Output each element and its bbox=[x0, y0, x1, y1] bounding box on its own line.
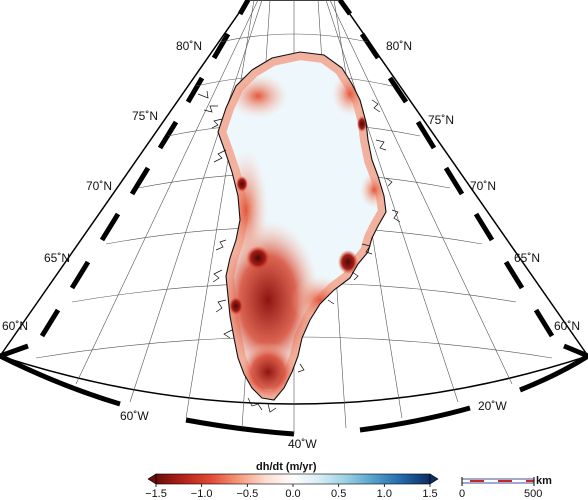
scale-bar-segment bbox=[470, 480, 484, 482]
colorbar-tick-label: −1.0 bbox=[191, 488, 213, 500]
scale-bar-segment bbox=[498, 480, 512, 482]
colorbar-tick-label: 1.0 bbox=[377, 488, 392, 500]
lat-label-right: 70˚N bbox=[470, 179, 496, 193]
lat-label-left: 75˚N bbox=[132, 109, 158, 123]
lat-labels-right: 80˚N 75˚N 70˚N 65˚N 60˚N bbox=[386, 39, 580, 333]
lat-label-left: 70˚N bbox=[86, 179, 112, 193]
colorbar-arrow-left bbox=[147, 473, 157, 485]
lat-label-left: 60˚N bbox=[2, 319, 28, 333]
lon-label: 40˚W bbox=[288, 437, 317, 451]
lat-label-right: 80˚N bbox=[386, 39, 412, 53]
scale-bar-segment bbox=[526, 480, 534, 482]
coastline-detail bbox=[197, 90, 401, 413]
lat-label-left: 65˚N bbox=[44, 251, 70, 265]
colorbar-title: dh/dt (m/yr) bbox=[256, 461, 317, 473]
lat-labels-left: 80˚N 75˚N 70˚N 65˚N 60˚N bbox=[2, 39, 202, 333]
colorbar-tick-label: 1.5 bbox=[422, 488, 437, 500]
greenland-ice-sheet bbox=[197, 51, 401, 413]
lon-label: 60˚W bbox=[120, 409, 149, 423]
colorbar-tick-label: −1.5 bbox=[145, 488, 167, 500]
lat-label-right: 60˚N bbox=[554, 319, 580, 333]
scale-bar: km 0 500 bbox=[459, 475, 552, 500]
scale-bar-label: 500 bbox=[524, 488, 542, 500]
coastline bbox=[217, 51, 387, 401]
colorbar: dh/dt (m/yr) −1.5 −1.0 −0.5 0.0 0.5 1.0 1.5 bbox=[145, 461, 439, 500]
lat-label-right: 75˚N bbox=[428, 113, 454, 127]
lat-label-left: 80˚N bbox=[176, 39, 202, 53]
colorbar-ticks: −1.5 −1.0 −0.5 0.0 0.5 1.0 1.5 bbox=[145, 484, 438, 500]
lon-labels: 60˚W 40˚W 20˚W bbox=[120, 399, 507, 451]
colorbar-tick-label: 0.5 bbox=[331, 488, 346, 500]
colorbar-tick-label: 0.0 bbox=[285, 488, 300, 500]
colorbar-bar bbox=[155, 473, 431, 485]
lon-label: 20˚W bbox=[478, 399, 507, 413]
colorbar-arrow-right bbox=[429, 473, 439, 485]
scale-bar-label: 0 bbox=[459, 488, 465, 500]
lat-label-right: 65˚N bbox=[514, 251, 540, 265]
scale-bar-unit: km bbox=[536, 475, 552, 487]
colorbar-tick-label: −0.5 bbox=[236, 488, 258, 500]
